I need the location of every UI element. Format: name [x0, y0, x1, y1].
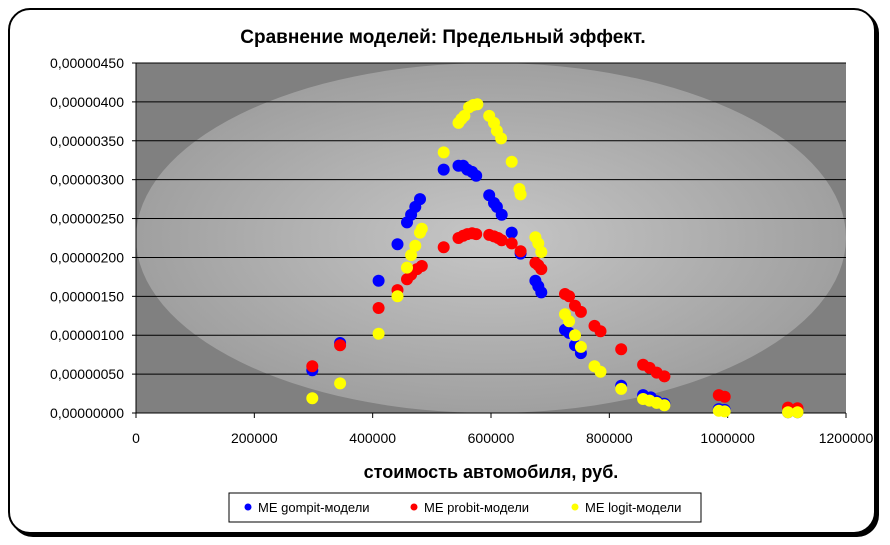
data-point — [391, 238, 404, 251]
data-point — [615, 343, 628, 356]
data-point — [401, 261, 413, 274]
data-point — [658, 399, 671, 412]
legend-label: ME gompit-модели — [258, 500, 370, 515]
data-point — [514, 188, 527, 201]
x-tick-label: 0 — [132, 430, 140, 446]
data-point — [415, 260, 428, 272]
data-point — [306, 392, 319, 405]
y-tick-label: 0,00000250 — [50, 211, 124, 227]
y-tick-label: 0,00000350 — [50, 133, 124, 149]
data-point — [470, 228, 483, 241]
data-point — [535, 263, 548, 276]
data-point — [372, 274, 385, 287]
data-point — [495, 208, 508, 221]
legend-marker — [410, 503, 418, 511]
data-point — [470, 169, 483, 182]
y-tick-label: 0,00000200 — [50, 249, 124, 265]
data-point — [791, 406, 804, 419]
data-point — [514, 245, 527, 258]
data-point — [495, 234, 508, 247]
data-point — [372, 302, 385, 314]
x-tick-label: 400000 — [349, 430, 396, 446]
data-point — [505, 226, 518, 239]
data-point — [414, 193, 426, 206]
legend-label: ME probit-модели — [424, 500, 529, 515]
series-1 — [306, 227, 804, 415]
legend-label: ME logit-модели — [585, 500, 681, 515]
legend-box — [228, 492, 702, 523]
data-point — [405, 249, 418, 262]
series-2 — [306, 98, 804, 419]
y-tick-label: 0,00000450 — [50, 55, 124, 71]
data-point — [334, 339, 347, 352]
y-tick-label: 0,00000150 — [50, 288, 124, 304]
data-point — [594, 365, 607, 378]
data-point — [415, 222, 428, 235]
data-point — [594, 325, 607, 338]
data-point — [495, 132, 508, 145]
data-point — [409, 239, 422, 252]
data-point — [372, 327, 385, 340]
data-point — [563, 315, 576, 328]
data-point — [471, 98, 484, 111]
data-point — [782, 406, 794, 419]
data-point — [658, 370, 671, 383]
x-tick-label: 200000 — [231, 430, 278, 446]
x-tick-label: 1000000 — [700, 430, 755, 446]
data-point — [437, 241, 450, 254]
y-tick-label: 0,00000050 — [50, 366, 124, 382]
data-point — [391, 290, 404, 303]
x-tick-label: 1200000 — [819, 430, 874, 446]
data-point — [535, 246, 548, 258]
data-point — [437, 163, 450, 176]
chart-title: Сравнение моделей: Предельный эффект. — [240, 27, 645, 48]
data-point — [718, 405, 731, 418]
y-tick-label: 0,00000300 — [50, 172, 124, 188]
data-point — [563, 290, 576, 303]
data-point — [615, 382, 628, 395]
legend-marker — [244, 503, 252, 511]
data-point — [505, 237, 518, 250]
x-tick-label: 600000 — [468, 430, 515, 446]
y-tick-label: 0,00000100 — [50, 327, 124, 343]
data-point — [535, 286, 548, 299]
y-tick-label: 0,00000400 — [50, 94, 124, 110]
data-point — [574, 340, 587, 353]
y-tick-label: 0,00000000 — [50, 405, 124, 421]
data-point — [718, 390, 731, 403]
data-point — [437, 146, 450, 159]
data-point — [574, 305, 587, 318]
data-point — [569, 329, 581, 342]
data-point — [306, 360, 319, 373]
data-point — [334, 377, 347, 390]
data-point — [505, 155, 518, 168]
x-axis-label: стоимость автомобиля, руб. — [364, 462, 619, 482]
legend-marker — [571, 503, 579, 511]
x-tick-label: 800000 — [586, 430, 633, 446]
